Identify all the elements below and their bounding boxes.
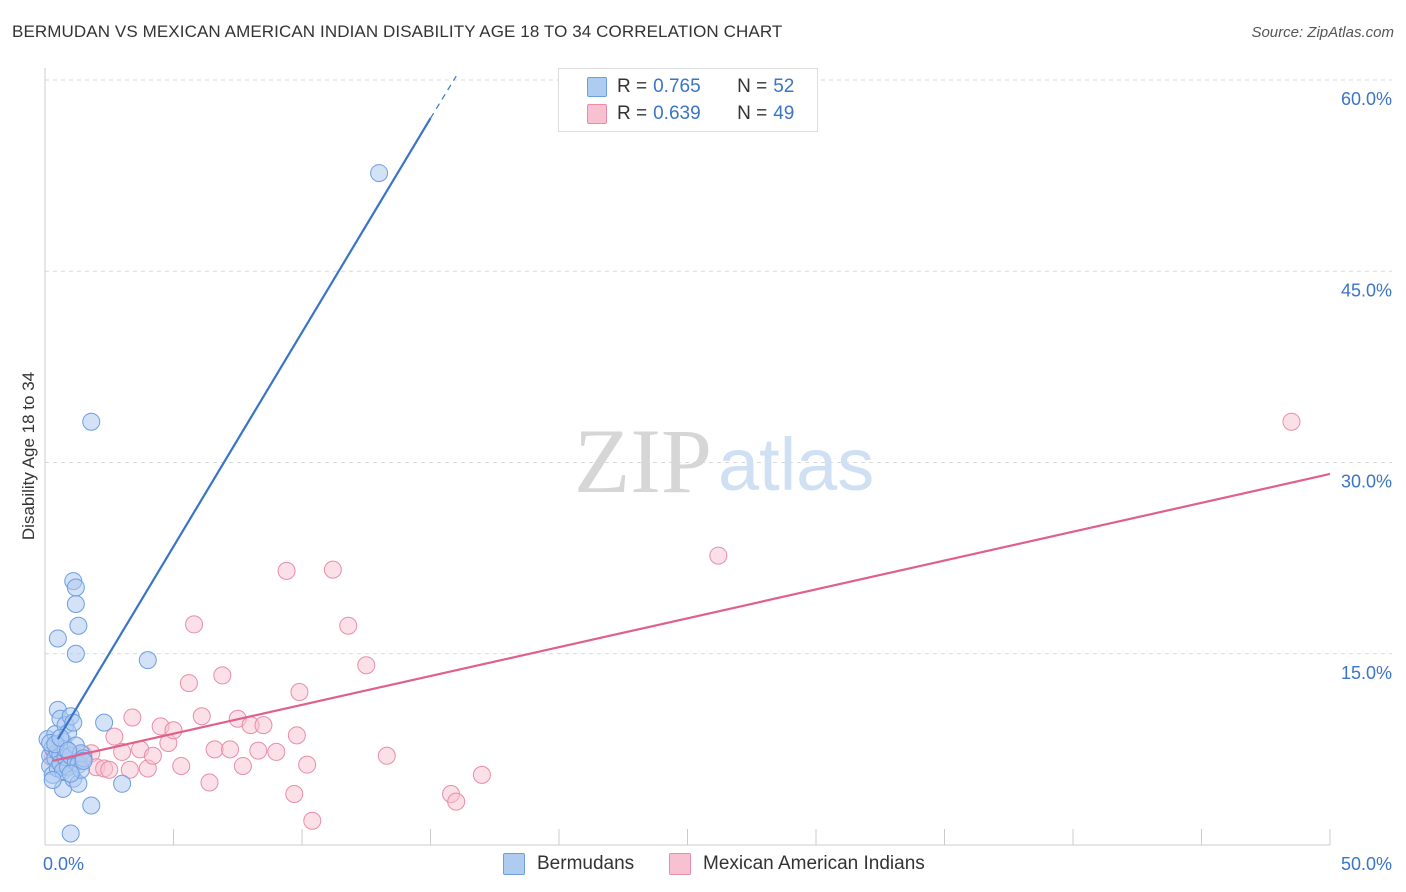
watermark: ZIP atlas [574, 410, 874, 512]
bermudans-point-41 [66, 578, 85, 597]
legend-n-label: N = [737, 76, 768, 97]
x-tick-label-max: 50.0% [1341, 854, 1392, 874]
bermudans-point-44 [82, 412, 101, 431]
bermudans-point-38 [48, 629, 67, 648]
mexican-point-45 [447, 792, 466, 811]
mexican-point-48 [1282, 412, 1301, 431]
bottom-legend-mexican: Mexican American Indians [669, 851, 925, 877]
bermudans-point-42 [69, 616, 88, 635]
y-tick-label-1: 30.0% [1341, 472, 1392, 492]
correlation-legend: R = 0.765 N = 52 R = 0.639 N = 49 [558, 68, 818, 132]
source-label: Source: ZipAtlas.com [1251, 24, 1394, 41]
mexican-point-35 [285, 785, 304, 803]
bottom-legend-label-bermudans: Bermudans [537, 853, 635, 874]
mexican-point-19 [164, 721, 183, 740]
mexican-point-20 [172, 756, 191, 775]
bottom-legend-swatch-mexican [669, 853, 691, 875]
bottom-legend-label-mexican: Mexican American Indians [703, 853, 925, 874]
y-axis-label: Disability Age 18 to 34 [19, 372, 38, 540]
series-bermudans [38, 164, 389, 843]
chart-title: BERMUDAN VS MEXICAN AMERICAN INDIAN DISA… [12, 22, 783, 41]
legend-swatch-bermudans [587, 77, 607, 97]
bermudans-point-50 [370, 164, 389, 183]
mexican-point-47 [709, 546, 728, 565]
bermudans-point-40 [66, 595, 85, 614]
mexican-point-11 [113, 742, 132, 761]
mexican-point-13 [123, 708, 142, 727]
bottom-legend-bermudans: Bermudans [503, 851, 634, 877]
mexican-point-46 [472, 765, 491, 784]
bermudans-point-46 [95, 713, 114, 732]
bermudans-point-32 [43, 770, 62, 789]
axes [44, 68, 1331, 846]
mexican-point-36 [287, 726, 306, 745]
mexican-point-23 [192, 707, 211, 726]
mexican-point-22 [185, 615, 204, 634]
watermark-atlas: atlas [718, 423, 874, 506]
mexican-point-42 [357, 656, 376, 675]
mexican-point-39 [303, 811, 322, 830]
mexican-point-16 [143, 746, 162, 765]
y-tick-label-0: 15.0% [1341, 663, 1392, 683]
mexican-point-31 [249, 741, 268, 760]
legend-row-bermudans: R = 0.765 N = 52 [587, 75, 794, 99]
bermudans-point-48 [82, 796, 101, 815]
mexican-point-33 [267, 742, 286, 761]
legend-swatch-mexican [587, 104, 607, 124]
mexican-point-37 [290, 683, 309, 701]
grid-lines [45, 79, 1392, 655]
bermudans-point-47 [113, 774, 132, 793]
mexican-point-43 [377, 746, 396, 765]
legend-n-value: 49 [773, 103, 795, 124]
trend-line-mexican [52, 472, 1331, 762]
trend-line-extension-bermudans [429, 75, 457, 119]
mexican-point-9 [100, 760, 119, 779]
mexican-point-34 [277, 561, 296, 580]
legend-r-label: R = [617, 76, 648, 97]
mexican-point-40 [323, 560, 342, 579]
x-tick-label-min: 0.0% [43, 854, 84, 874]
bermudans-point-45 [138, 651, 157, 670]
mexican-point-24 [200, 773, 219, 792]
legend-r-value: 0.765 [653, 76, 701, 97]
mexican-point-21 [179, 674, 198, 693]
mexican-point-29 [233, 756, 252, 775]
legend-r-label: R = [617, 103, 648, 124]
trend-line-bermudans [56, 117, 432, 740]
mexican-point-12 [120, 760, 139, 779]
bermudans-point-36 [59, 741, 78, 760]
mexican-point-25 [205, 740, 224, 759]
trend-lines [52, 75, 1331, 762]
legend-r-value: 0.639 [653, 103, 701, 124]
bottom-legend-swatch-bermudans [503, 853, 525, 875]
mexican-point-32 [254, 716, 273, 735]
mexican-point-38 [298, 755, 317, 774]
mexican-point-41 [339, 616, 358, 635]
mexican-point-27 [221, 740, 240, 759]
bermudans-point-51 [74, 751, 93, 770]
watermark-zip: ZIP [574, 410, 712, 512]
legend-n-label: N = [737, 103, 768, 124]
mexican-point-10 [105, 727, 124, 746]
mexican-point-26 [213, 666, 232, 685]
y-tick-label-3: 60.0% [1341, 89, 1392, 109]
bermudans-point-49 [61, 824, 80, 843]
legend-n-value: 52 [773, 76, 795, 97]
y-tick-label-2: 45.0% [1341, 280, 1392, 300]
bermudans-point-37 [61, 764, 80, 783]
bermudans-point-43 [66, 644, 85, 663]
tick-labels: 15.0% 30.0% 45.0% 60.0% 0.0% 50.0% [43, 89, 1392, 874]
legend-row-mexican: R = 0.639 N = 49 [587, 102, 794, 126]
